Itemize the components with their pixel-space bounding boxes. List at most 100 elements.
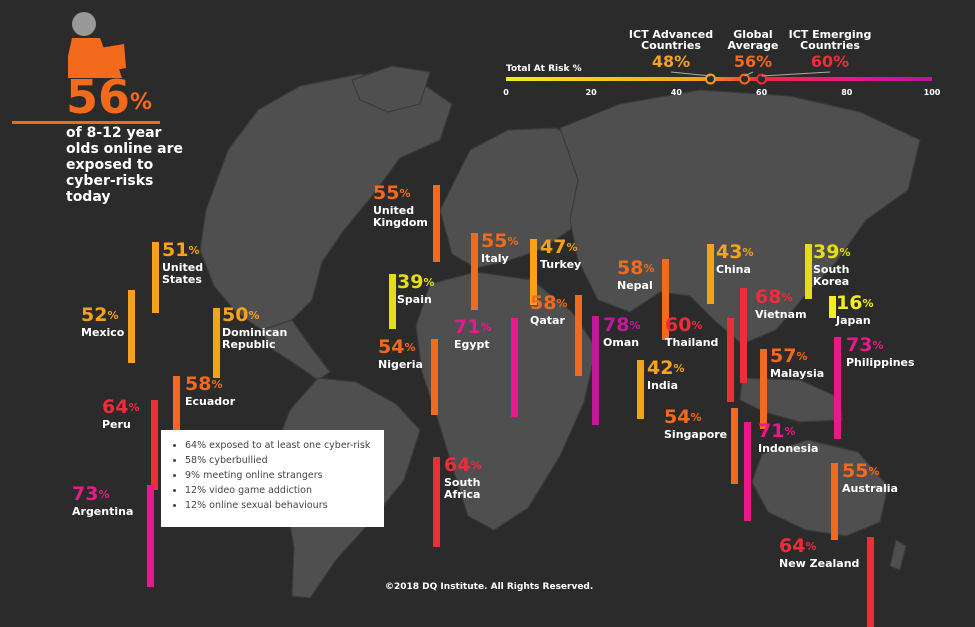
country-percent-value: 55	[481, 230, 508, 252]
country-name: China	[716, 263, 751, 276]
scale-gradient	[506, 77, 932, 81]
country-percent-sign: %	[128, 401, 140, 414]
country-percent-value: 55	[373, 182, 400, 204]
copyright: ©2018 DQ Institute. All Rights Reserved.	[385, 582, 594, 592]
scale-tick-label: 40	[670, 88, 682, 97]
country-name: Peru	[102, 418, 131, 431]
country-percent-sign: %	[872, 339, 884, 352]
australia-shape	[751, 439, 889, 537]
scale-marker-value: 48%	[651, 52, 691, 71]
country-percent-sign: %	[690, 411, 702, 424]
country-percent-sign: %	[784, 425, 796, 438]
country-bar	[740, 288, 747, 384]
country-percent: 71%	[454, 317, 491, 337]
country-bar	[829, 296, 836, 319]
country-name: Oman	[603, 336, 640, 349]
country-percent: 64%	[779, 536, 816, 556]
country-bar	[128, 290, 135, 363]
country-bar	[592, 316, 599, 426]
country-name: Argentina	[72, 505, 134, 518]
country-percent-sign: %	[691, 319, 703, 332]
country-name: Italy	[481, 252, 509, 265]
country-name: Australia	[842, 482, 898, 495]
country-percent-sign: %	[742, 246, 754, 259]
country-percent: 57%	[770, 346, 807, 366]
country-name: New Zealand	[779, 557, 860, 570]
note-item: 64% exposed to at least one cyber-risk	[185, 438, 384, 453]
country-percent-value: 58	[185, 373, 212, 395]
country-name: Qatar	[530, 314, 565, 327]
country-bar	[731, 408, 738, 484]
country-name: Indonesia	[758, 442, 819, 455]
country-bar	[637, 360, 644, 419]
country-name: India	[647, 379, 678, 392]
country-percent-sign: %	[399, 187, 411, 200]
country-percent-sign: %	[839, 246, 851, 259]
country-name: Nepal	[617, 279, 653, 292]
new-zealand-shape	[889, 539, 907, 571]
country-percent-value: 39	[397, 271, 424, 293]
country-percent-sign: %	[796, 350, 808, 363]
country-bar	[389, 274, 396, 329]
country-name: Singapore	[664, 428, 728, 441]
country-name: South Africa	[444, 476, 481, 501]
scale-marker	[756, 73, 768, 85]
country-bar	[433, 457, 440, 547]
country-percent: 47%	[540, 237, 577, 257]
country-percent: 64%	[102, 397, 139, 417]
country-percent: 16%	[836, 293, 873, 313]
country-percent-sign: %	[211, 378, 223, 391]
country-percent-sign: %	[404, 341, 416, 354]
country-percent-sign: %	[629, 319, 641, 332]
scale-marker-leader	[670, 71, 711, 77]
country-percent-value: 50	[222, 304, 249, 326]
country-bar	[760, 349, 767, 429]
country-percent-sign: %	[423, 276, 435, 289]
country-percent-value: 16	[836, 292, 863, 314]
country-name: United Kingdom	[373, 204, 428, 229]
country-percent: 73%	[72, 484, 109, 504]
country-percent-sign: %	[507, 235, 519, 248]
country-bar	[151, 400, 158, 490]
country-bar	[530, 239, 537, 305]
scale-marker-value: 60%	[810, 52, 850, 71]
country-percent: 58%	[530, 293, 567, 313]
country-percent: 54%	[378, 337, 415, 357]
headline-percent-value: 56	[66, 70, 131, 124]
country-percent: 54%	[664, 407, 701, 427]
scale-marker-label: ICT Advanced Countries	[628, 28, 714, 52]
country-percent-value: 68	[755, 286, 782, 308]
country-percent-sign: %	[248, 309, 260, 322]
country-percent-value: 71	[758, 420, 785, 442]
notes-list: 64% exposed to at least one cyber-risk 5…	[161, 438, 384, 513]
country-percent-value: 71	[454, 316, 481, 338]
country-percent: 71%	[758, 421, 795, 441]
headline-divider	[12, 121, 160, 124]
country-percent: 55%	[481, 231, 518, 251]
scale-marker-label: ICT Emerging Countries	[788, 28, 872, 52]
country-name: Turkey	[540, 258, 582, 271]
country-name: Thailand	[665, 336, 719, 349]
country-percent: 68%	[755, 287, 792, 307]
country-percent-value: 73	[846, 334, 873, 356]
southeast-asia-islands-shape	[739, 377, 843, 423]
north-america-shape	[199, 73, 453, 331]
country-percent: 51%	[162, 240, 199, 260]
country-percent-value: 64	[779, 535, 806, 557]
country-percent-sign: %	[480, 321, 492, 334]
note-item: 9% meeting online strangers	[185, 468, 384, 483]
country-name: Malaysia	[770, 367, 825, 380]
country-percent: 52%	[81, 305, 118, 325]
note-item: 12% video game addiction	[185, 483, 384, 498]
country-bar	[213, 308, 220, 378]
headline-percent-sign: %	[130, 90, 153, 115]
country-percent-value: 54	[378, 336, 405, 358]
country-bar	[727, 318, 734, 402]
asia-shape	[559, 89, 921, 345]
country-percent-value: 47	[540, 236, 567, 258]
africa-shape	[415, 271, 597, 531]
country-name: Vietnam	[755, 308, 807, 321]
country-percent: 58%	[185, 374, 222, 394]
scale-marker	[704, 73, 716, 85]
country-bar	[173, 376, 180, 458]
